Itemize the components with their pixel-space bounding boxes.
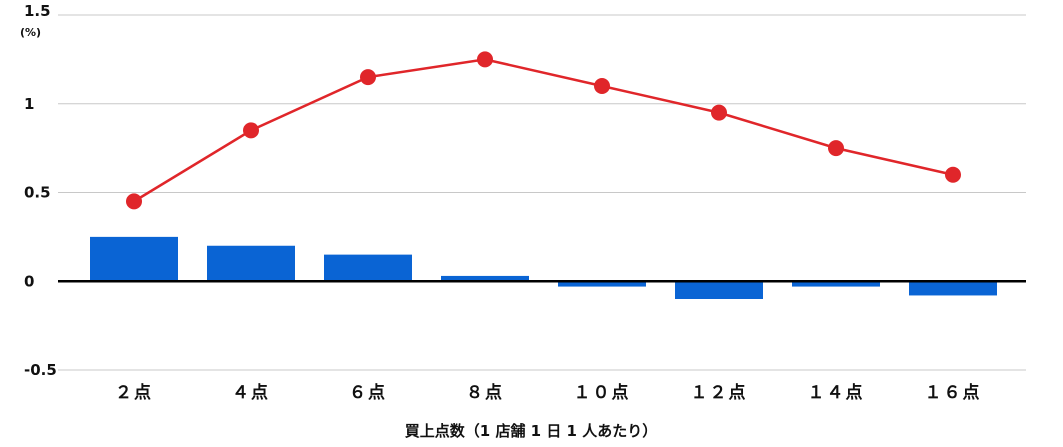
grid: [58, 14, 1026, 371]
y-tick-label: 0: [24, 272, 34, 290]
bar: [90, 236, 178, 282]
bar: [441, 275, 529, 282]
x-tick-label: １６点: [925, 382, 982, 403]
y-tick-label: 1: [24, 95, 34, 113]
bar-series: [90, 236, 997, 299]
bar: [207, 245, 295, 282]
line-point: [360, 69, 376, 86]
line-point: [945, 166, 961, 183]
bar: [675, 281, 763, 299]
x-axis-title: 買上点数（1 店舗 1 日 1 人あたり）: [405, 422, 657, 440]
x-tick-label: １４点: [808, 382, 865, 403]
line-point: [243, 122, 259, 139]
line-path: [133, 58, 954, 203]
y-tick-label: 0.5: [24, 184, 51, 202]
bar: [909, 281, 997, 296]
labels: 1.5 1 0.5 0 -0.5 ２点 ４点 ６点 ８点 １０点 １２点 １４点 １６点: [24, 2, 982, 403]
line-point: [594, 78, 610, 94]
line-series: [126, 51, 961, 210]
line-point: [711, 104, 727, 121]
y-tick-label: -0.5: [24, 361, 57, 379]
x-tick-label: ６点: [349, 382, 387, 403]
x-tick-label: ２点: [115, 382, 153, 403]
line-point: [477, 51, 493, 68]
x-tick-label: ８点: [466, 382, 504, 403]
x-tick-label: ４点: [232, 382, 270, 403]
line-point: [126, 193, 142, 210]
bar: [324, 254, 412, 282]
x-tick-label: １２点: [691, 382, 748, 403]
y-tick-label: 1.5: [24, 2, 51, 20]
line-point: [828, 140, 844, 157]
x-tick-label: １０点: [574, 382, 631, 403]
bar: [558, 281, 646, 287]
bar: [792, 281, 880, 287]
y-unit-label: (%): [20, 26, 41, 39]
